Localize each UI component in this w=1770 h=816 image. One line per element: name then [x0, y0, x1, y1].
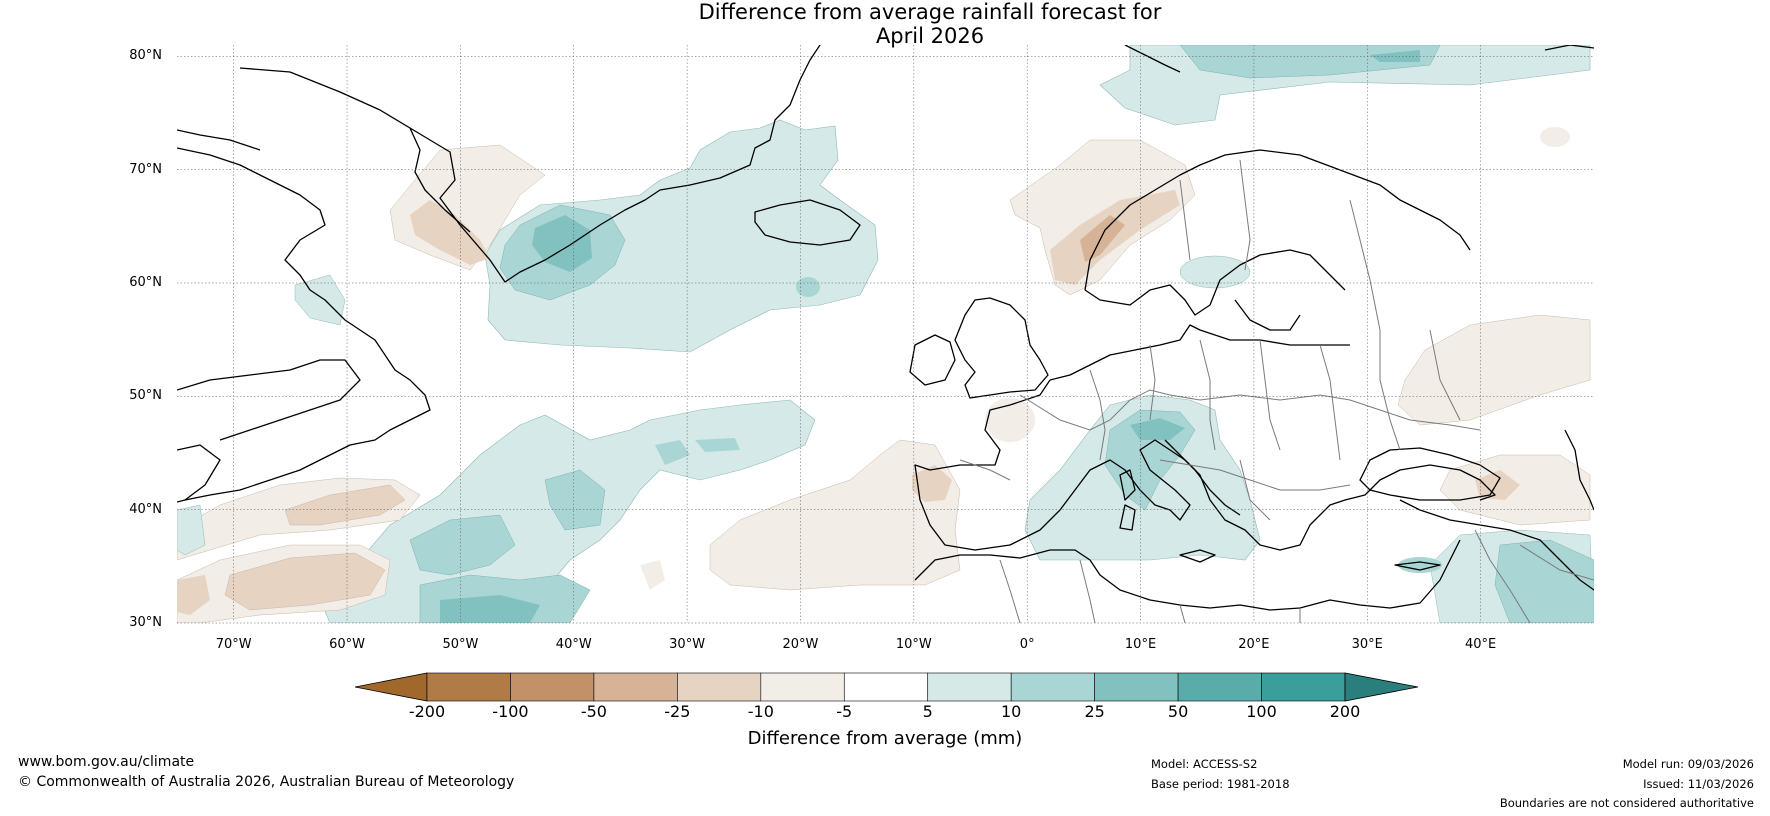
colorbar-tick-label: -100 [492, 702, 529, 721]
latitude-label: 70°N [129, 161, 162, 177]
title-line-1: Difference from average rainfall forecas… [698, 0, 1162, 24]
colorbar-tick-label: 200 [1329, 702, 1361, 721]
title-line-2: April 2026 [875, 24, 985, 48]
longitude-label: 50°W [442, 637, 479, 652]
coast-europe [1049, 324, 1350, 381]
longitude-label: 10°E [1124, 637, 1157, 652]
colorbar-extend-high [1344, 672, 1419, 702]
model-text: Model: ACCESS-S2 [1151, 757, 1258, 771]
colorbar-bin [1010, 672, 1095, 702]
gridlines [177, 45, 1594, 624]
disclaimer-text: Boundaries are not considered authoritat… [1499, 796, 1754, 810]
colorbar-tick-label: -200 [408, 702, 446, 721]
colorbar-tick-label: 25 [1084, 702, 1105, 721]
latitude-label: 40°N [129, 501, 162, 517]
coast-uk [954, 297, 1049, 399]
colorbar-tick-label: 10 [1000, 702, 1022, 721]
longitude-label: 0° [1019, 637, 1035, 652]
longitude-label: 40°E [1464, 637, 1497, 652]
colorbar-bin [593, 672, 678, 702]
model-run-text: Model run: 09/03/2026 [1622, 757, 1754, 771]
coast-iceland [754, 199, 861, 246]
colorbar-bin [1261, 672, 1346, 702]
colorbar-tick-label: -25 [664, 702, 691, 721]
longitude-label: 40°W [555, 637, 592, 652]
colorbar-tick-label: -10 [747, 702, 774, 721]
colorbar-bin [677, 672, 762, 702]
longitude-label: 60°W [329, 637, 365, 652]
colorbar-tick-label: 100 [1246, 702, 1277, 721]
base-period-text: Base period: 1981-2018 [1151, 777, 1290, 791]
coast-black-sea [1359, 447, 1501, 501]
colorbar-bin [760, 672, 845, 702]
coast-canada [177, 147, 431, 503]
coast-ireland [909, 334, 956, 386]
colorbar-bin [426, 672, 511, 702]
colorbar-bin [843, 672, 929, 702]
colorbar-tick-label: 50 [1167, 702, 1189, 721]
longitude-label: 10°W [895, 637, 932, 652]
longitude-label: 30°E [1351, 637, 1383, 652]
longitude-label: 30°W [669, 637, 706, 652]
colorbar-bin [510, 672, 595, 702]
colorbar-extend-low [354, 672, 428, 702]
coast-greenland [239, 45, 821, 283]
colorbar [354, 672, 1419, 702]
coast-scandinavia [1084, 149, 1471, 291]
latitude-label: 80°N [129, 48, 162, 64]
longitude-label: 20°E [1238, 637, 1270, 652]
colorbar-bin [1177, 672, 1262, 702]
map-title: Difference from average rainfall forecas… [0, 0, 1770, 48]
colorbar-tick-label: -50 [580, 702, 607, 721]
colorbar-bin [1094, 672, 1179, 702]
colorbar-tick-label: -5 [836, 702, 853, 721]
website-link[interactable]: www.bom.gov.au/climate [18, 754, 195, 770]
latitude-label: 60°N [129, 275, 162, 290]
issued-text: Issued: 11/03/2026 [1643, 777, 1754, 791]
latitude-label: 30°N [129, 615, 162, 630]
wet-area-north-atlantic [484, 119, 879, 353]
colorbar-label: Difference from average (mm) [747, 728, 1023, 749]
country-borders [959, 159, 1594, 623]
colorbar-tick-label: 5 [922, 702, 933, 721]
anomaly-shading [177, 45, 1594, 623]
colorbar-bin [927, 672, 1012, 702]
longitude-label: 20°W [782, 637, 819, 652]
longitude-label: 70°W [215, 637, 252, 652]
latitude-label: 50°N [129, 388, 162, 404]
copyright-text: © Commonwealth of Australia 2026, Austra… [18, 774, 515, 790]
